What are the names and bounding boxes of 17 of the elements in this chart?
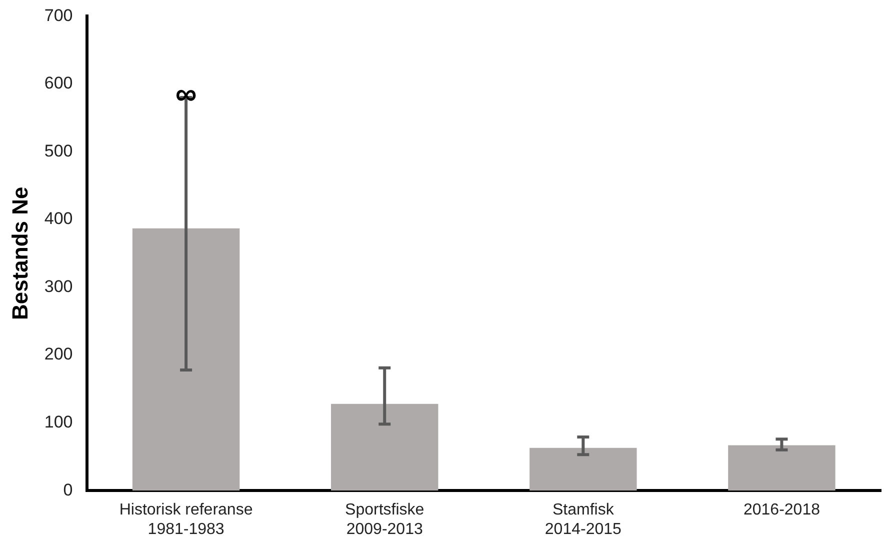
- x-tick-label: Stamfisk 2014-2015: [544, 502, 622, 538]
- y-tick-label: 0: [63, 480, 73, 500]
- y-tick-label: 500: [44, 141, 73, 160]
- y-axis-title: Bestands Ne: [7, 186, 32, 320]
- y-tick-label: 300: [44, 276, 73, 296]
- bar: [728, 445, 836, 491]
- y-tick-label: 700: [44, 6, 73, 25]
- bar: [132, 228, 240, 491]
- bar: [530, 448, 637, 491]
- y-tick-label: 200: [44, 344, 73, 364]
- y-tick-label: 400: [44, 209, 73, 228]
- y-tick-label: 600: [44, 74, 73, 93]
- y-tick-label: 100: [44, 412, 73, 432]
- x-tick-label: Sportsfiske 2009-2013: [345, 502, 424, 538]
- x-tick-label: Historisk referanse 1981-1983: [119, 502, 253, 538]
- x-tick-label: 2016-2018: [743, 502, 820, 519]
- bar: [330, 404, 438, 491]
